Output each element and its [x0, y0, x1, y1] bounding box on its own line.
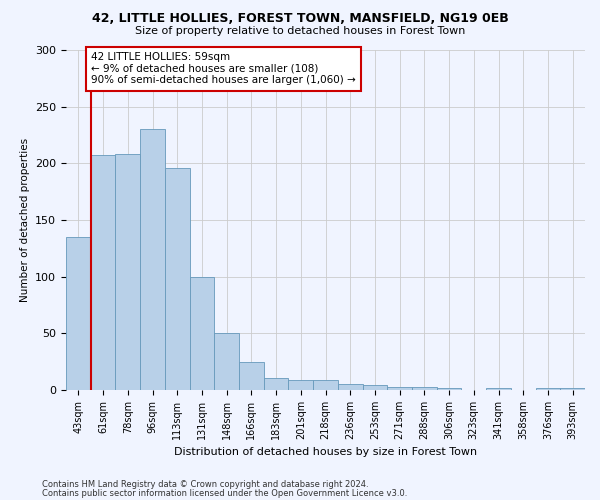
Bar: [536, 388, 560, 390]
Text: 42 LITTLE HOLLIES: 59sqm
← 9% of detached houses are smaller (108)
90% of semi-d: 42 LITTLE HOLLIES: 59sqm ← 9% of detache…: [91, 52, 356, 86]
Bar: [264, 378, 289, 390]
Bar: [165, 168, 190, 390]
Bar: [289, 380, 313, 390]
Bar: [412, 386, 437, 390]
Bar: [313, 380, 338, 390]
Bar: [214, 334, 239, 390]
Bar: [66, 237, 91, 390]
Bar: [190, 276, 214, 390]
Bar: [560, 388, 585, 390]
Text: Size of property relative to detached houses in Forest Town: Size of property relative to detached ho…: [135, 26, 465, 36]
Bar: [115, 154, 140, 390]
Bar: [437, 388, 461, 390]
Bar: [239, 362, 264, 390]
Bar: [387, 386, 412, 390]
X-axis label: Distribution of detached houses by size in Forest Town: Distribution of detached houses by size …: [174, 448, 477, 458]
Text: Contains public sector information licensed under the Open Government Licence v3: Contains public sector information licen…: [42, 489, 407, 498]
Bar: [140, 130, 165, 390]
Y-axis label: Number of detached properties: Number of detached properties: [20, 138, 29, 302]
Bar: [338, 384, 362, 390]
Bar: [91, 156, 115, 390]
Bar: [362, 386, 387, 390]
Bar: [486, 388, 511, 390]
Text: 42, LITTLE HOLLIES, FOREST TOWN, MANSFIELD, NG19 0EB: 42, LITTLE HOLLIES, FOREST TOWN, MANSFIE…: [92, 12, 508, 24]
Text: Contains HM Land Registry data © Crown copyright and database right 2024.: Contains HM Land Registry data © Crown c…: [42, 480, 368, 489]
